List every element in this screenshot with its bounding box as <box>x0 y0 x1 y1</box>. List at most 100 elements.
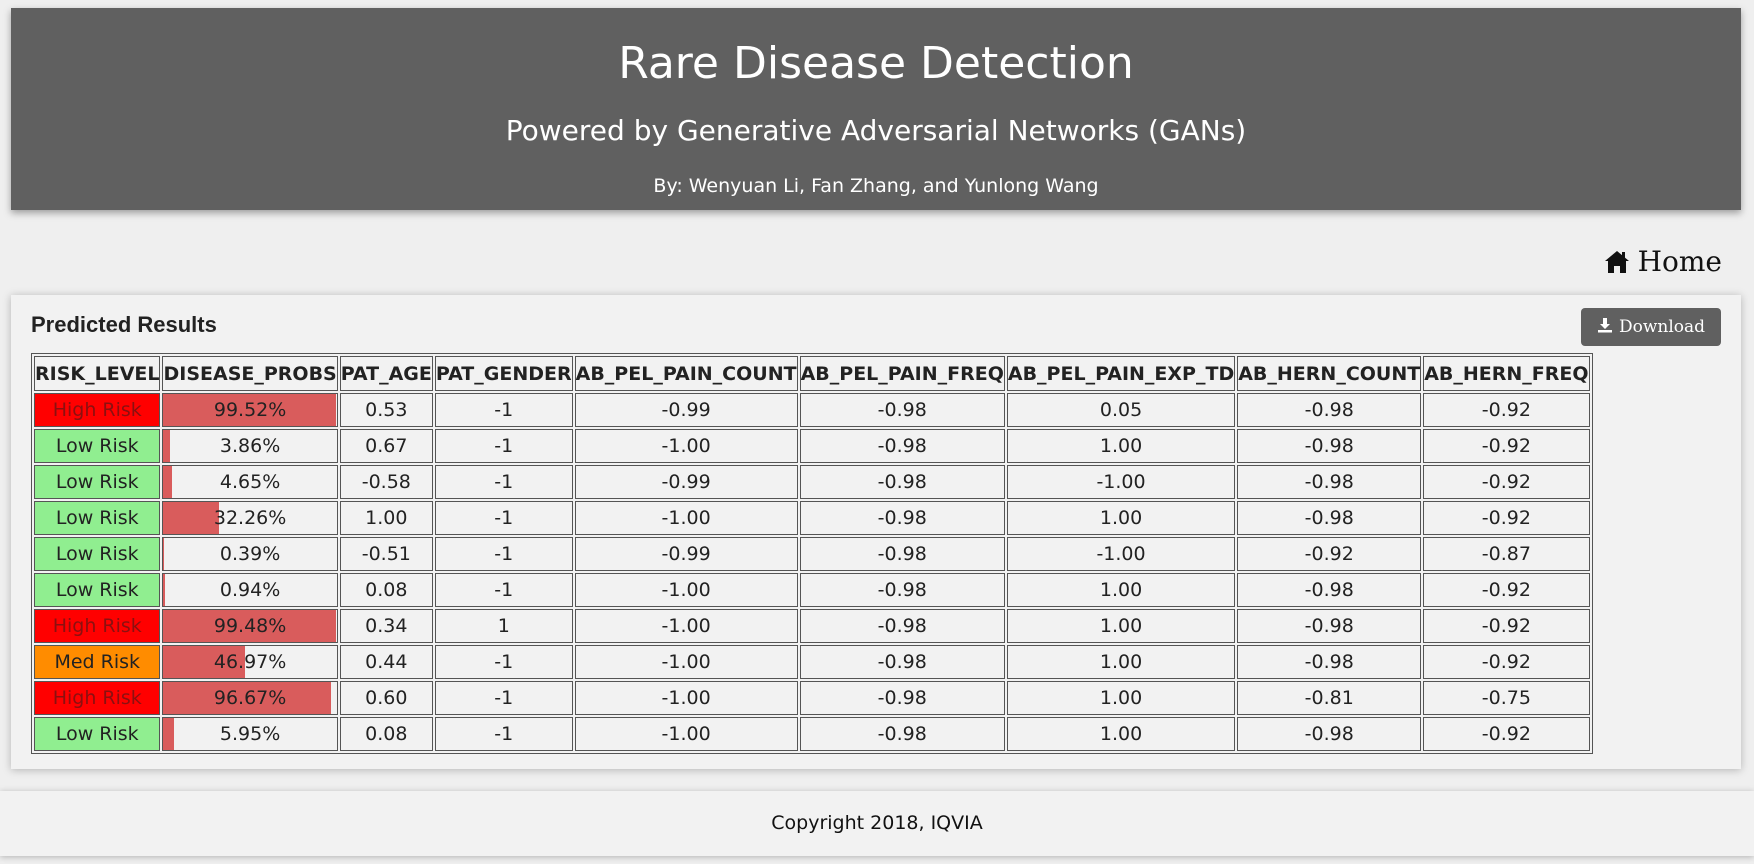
table-row: Low Risk 0.94% 0.08 -1 -1.00 -0.98 1.00 -0.98 -0… <box>34 573 1590 607</box>
cell-age: -0.51 <box>339 537 433 571</box>
authors-line: By: Wenyuan Li, Fan Zhang, and Yunlong W… <box>653 175 1099 197</box>
probability-text: 4.65% <box>219 471 281 493</box>
cell-gender: -1 <box>434 681 573 715</box>
cell-hern-count: -0.92 <box>1237 537 1422 571</box>
table-row: Low Risk 4.65% -0.58 -1 -0.99 -0.98 -1.00 -0.98… <box>34 465 1590 499</box>
cell-hern-count: -0.98 <box>1237 645 1422 679</box>
probability-text: 99.48% <box>213 615 287 637</box>
results-title: Predicted Results <box>31 312 217 337</box>
cell-pel-exp: 1.00 <box>1006 717 1236 751</box>
cell-gender: 1 <box>434 609 573 643</box>
cell-pel-count: -1.00 <box>574 501 798 535</box>
cell-hern-freq: -0.92 <box>1423 393 1590 427</box>
disease-prob-cell: 5.95% <box>162 717 338 751</box>
cell-pel-freq: -0.98 <box>799 501 1005 535</box>
cell-pel-freq: -0.98 <box>799 681 1005 715</box>
column-header: AB_PEL_PAIN_EXP_TD <box>1006 356 1236 391</box>
probability-bar <box>163 430 171 462</box>
table-row: Low Risk 32.26% 1.00 -1 -1.00 -0.98 1.00 -0.98-… <box>34 501 1590 535</box>
risk-level-cell: Low Risk <box>34 537 161 571</box>
cell-pel-exp: 1.00 <box>1006 501 1236 535</box>
copyright-text: Copyright 2018, IQVIA <box>771 812 983 834</box>
cell-pel-freq: -0.98 <box>799 717 1005 751</box>
cell-pel-count: -1.00 <box>574 609 798 643</box>
cell-pel-count: -1.00 <box>574 429 798 463</box>
cell-hern-count: -0.98 <box>1237 465 1422 499</box>
cell-hern-freq: -0.92 <box>1423 573 1590 607</box>
disease-prob-cell: 46.97% <box>162 645 338 679</box>
probability-bar <box>163 610 336 642</box>
probability-text: 96.67% <box>213 687 287 709</box>
probability-bar <box>163 466 172 498</box>
cell-pel-count: -1.00 <box>574 717 798 751</box>
cell-hern-freq: -0.92 <box>1423 501 1590 535</box>
risk-level-cell: Med Risk <box>34 645 161 679</box>
disease-prob-cell: 0.39% <box>162 537 338 571</box>
cell-pel-exp: -1.00 <box>1006 537 1236 571</box>
cell-age: 0.34 <box>339 609 433 643</box>
cell-gender: -1 <box>434 717 573 751</box>
cell-hern-freq: -0.92 <box>1423 429 1590 463</box>
page-title: Rare Disease Detection <box>618 38 1134 89</box>
page-subtitle: Powered by Generative Adversarial Networ… <box>505 114 1247 147</box>
table-row: High Risk 96.67% 0.60 -1 -1.00 -0.98 1.00 -0.81… <box>34 681 1590 715</box>
home-link[interactable]: Home <box>1604 245 1722 278</box>
table-row: Low Risk 3.86% 0.67 -1 -1.00 -0.98 1.00 -0.98 -0… <box>34 429 1590 463</box>
download-label: Download <box>1618 317 1706 337</box>
cell-hern-freq: -0.92 <box>1423 717 1590 751</box>
cell-age: 0.44 <box>339 645 433 679</box>
column-header: AB_PEL_PAIN_COUNT <box>574 356 798 391</box>
disease-prob-cell: 0.94% <box>162 573 338 607</box>
probability-bar <box>163 574 166 606</box>
cell-hern-count: -0.98 <box>1237 573 1422 607</box>
probability-bar <box>163 502 220 534</box>
cell-hern-count: -0.98 <box>1237 393 1422 427</box>
cell-hern-freq: -0.92 <box>1423 609 1590 643</box>
cell-hern-freq: -0.92 <box>1423 645 1590 679</box>
risk-level-cell: Low Risk <box>34 717 161 751</box>
probability-text: 0.39% <box>219 543 281 565</box>
risk-level-cell: High Risk <box>34 393 161 427</box>
cell-pel-freq: -0.98 <box>799 537 1005 571</box>
disease-prob-cell: 99.52% <box>162 393 338 427</box>
download-button[interactable]: Download <box>1581 308 1721 346</box>
table-row: High Risk 99.52% 0.53 -1 -0.99 -0.98 0.05 -0.98… <box>34 393 1590 427</box>
cell-age: 0.67 <box>339 429 433 463</box>
cell-pel-exp: 1.00 <box>1006 681 1236 715</box>
cell-hern-freq: -0.92 <box>1423 465 1590 499</box>
probability-bar <box>163 718 174 750</box>
disease-prob-cell: 32.26% <box>162 501 338 535</box>
cell-gender: -1 <box>434 393 573 427</box>
cell-pel-freq: -0.98 <box>799 429 1005 463</box>
cell-pel-freq: -0.98 <box>799 465 1005 499</box>
home-label: Home <box>1637 245 1722 278</box>
column-header: RISK_LEVEL <box>34 356 161 391</box>
table-body: High Risk 99.52% 0.53 -1 -0.99 -0.98 0.05 -0.98… <box>34 393 1590 751</box>
cell-pel-exp: 1.00 <box>1006 429 1236 463</box>
cell-gender: -1 <box>434 501 573 535</box>
cell-pel-exp: 1.00 <box>1006 573 1236 607</box>
table-row: Low Risk 0.39% -0.51 -1 -0.99 -0.98 -1.00 -0.92… <box>34 537 1590 571</box>
cell-pel-count: -0.99 <box>574 537 798 571</box>
probability-bar <box>163 538 165 570</box>
risk-level-cell: Low Risk <box>34 573 161 607</box>
cell-pel-count: -1.00 <box>574 573 798 607</box>
risk-level-cell: High Risk <box>34 681 161 715</box>
cell-hern-count: -0.98 <box>1237 501 1422 535</box>
cell-gender: -1 <box>434 429 573 463</box>
cell-pel-exp: 1.00 <box>1006 645 1236 679</box>
cell-pel-count: -0.99 <box>574 393 798 427</box>
risk-level-cell: Low Risk <box>34 501 161 535</box>
disease-prob-cell: 99.48% <box>162 609 338 643</box>
column-header: AB_HERN_FREQ <box>1423 356 1590 391</box>
disease-prob-cell: 4.65% <box>162 465 338 499</box>
probability-text: 3.86% <box>219 435 281 457</box>
table-row: High Risk 99.48% 0.34 1 -1.00 -0.98 1.00 -0.98-… <box>34 609 1590 643</box>
cell-hern-count: -0.98 <box>1237 429 1422 463</box>
probability-text: 46.97% <box>213 651 287 673</box>
cell-pel-count: -0.99 <box>574 465 798 499</box>
column-header: DISEASE_PROBS <box>162 356 338 391</box>
cell-gender: -1 <box>434 645 573 679</box>
cell-age: 1.00 <box>339 501 433 535</box>
cell-gender: -1 <box>434 465 573 499</box>
